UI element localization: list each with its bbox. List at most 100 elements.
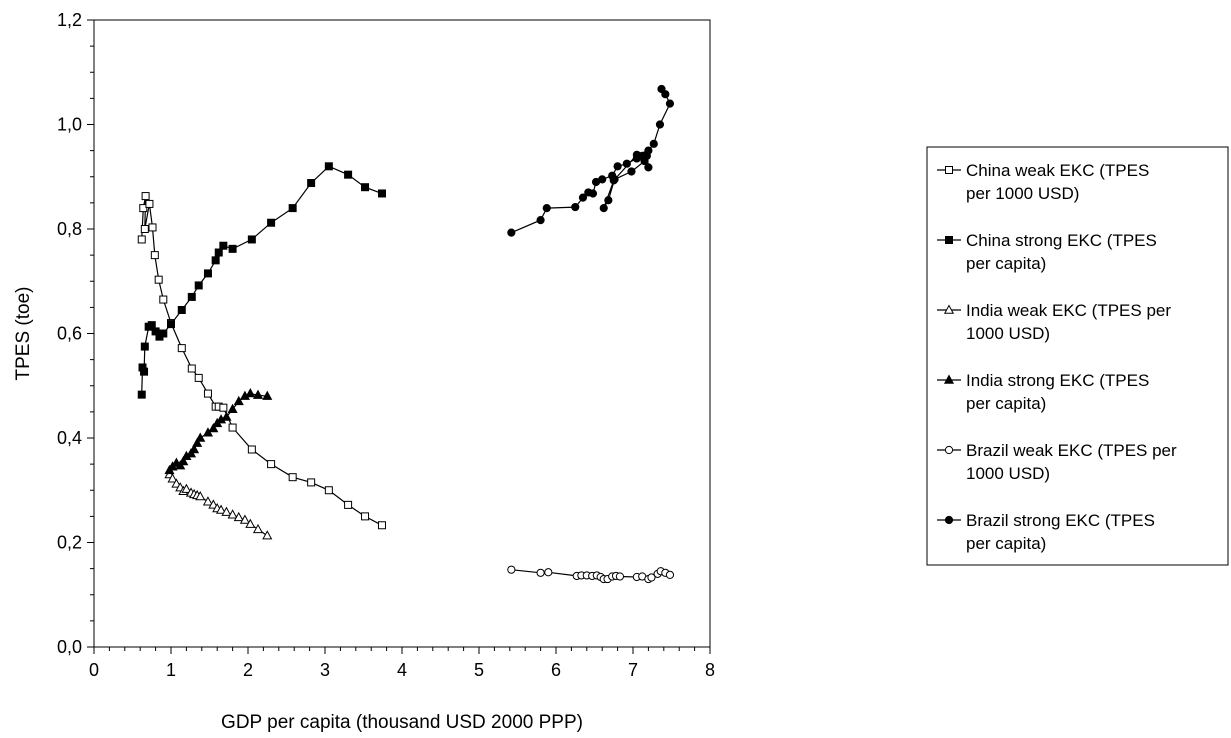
data-point	[622, 159, 631, 168]
data-point	[177, 344, 186, 353]
data-point	[571, 202, 580, 212]
data-point	[578, 193, 588, 202]
data-point	[536, 568, 545, 577]
data-point	[219, 241, 228, 250]
x-tick-label: 4	[397, 660, 407, 680]
data-point	[609, 176, 618, 185]
series-1	[137, 162, 386, 399]
series-line	[141, 165, 383, 395]
data-point	[324, 162, 333, 171]
data-point	[377, 189, 386, 198]
data-point	[604, 196, 613, 205]
legend-label: Brazil strong EKC (TPES	[966, 511, 1155, 530]
data-point	[644, 146, 653, 155]
data-point	[233, 511, 244, 522]
legend-marker	[944, 515, 954, 525]
data-point	[178, 455, 189, 466]
data-point	[145, 199, 154, 208]
y-tick-label: 1,2	[57, 10, 82, 30]
x-tick-label: 2	[243, 660, 253, 680]
data-point	[195, 490, 206, 501]
data-point	[216, 504, 227, 514]
data-point	[137, 390, 146, 399]
data-point	[267, 460, 276, 469]
data-point	[649, 139, 658, 148]
y-tick-label: 0,2	[57, 533, 82, 553]
y-tick-label: 0,8	[57, 219, 82, 239]
y-axis-title: TPES (toe)	[13, 287, 34, 381]
data-point	[615, 572, 625, 581]
plot-area-frame	[93, 19, 711, 648]
data-point	[252, 523, 264, 534]
data-point	[189, 443, 200, 454]
data-point	[221, 411, 232, 421]
x-tick-label: 3	[320, 660, 330, 680]
data-point	[203, 389, 212, 398]
data-point	[159, 329, 168, 338]
x-tick-label: 8	[705, 660, 715, 680]
legend-label: per capita)	[966, 534, 1046, 553]
data-point	[267, 218, 276, 227]
legend-marker	[945, 236, 953, 244]
plot-series	[137, 84, 675, 584]
series-2	[164, 469, 273, 540]
x-tick-label: 7	[628, 660, 638, 680]
series-3	[164, 388, 273, 475]
legend-label: India weak EKC (TPES per	[966, 301, 1171, 320]
data-point	[644, 163, 653, 172]
data-point	[307, 478, 316, 487]
data-point	[657, 84, 666, 94]
data-point	[613, 162, 622, 171]
data-point	[245, 388, 256, 398]
data-point	[507, 228, 516, 237]
data-point	[344, 500, 353, 509]
data-point	[252, 389, 264, 399]
data-point	[507, 565, 516, 574]
data-point	[361, 183, 370, 192]
data-point	[262, 390, 273, 400]
data-point	[598, 175, 607, 184]
data-point	[227, 403, 238, 413]
data-point	[139, 204, 148, 213]
data-point	[233, 395, 244, 406]
data-point	[202, 496, 214, 506]
data-point	[154, 275, 163, 284]
data-point	[228, 244, 237, 253]
data-point	[599, 204, 608, 213]
axes: 0 1 2 3 4 5 6 7 8 0,0 0,2 0,4 0,6 0,8 1,0 1,2 GDP per ca…	[13, 10, 715, 733]
data-point	[227, 509, 238, 519]
data-point	[140, 367, 149, 376]
data-point	[219, 403, 228, 412]
x-tick-label: 6	[551, 660, 561, 680]
legend-marker	[943, 374, 955, 384]
data-point	[288, 204, 297, 213]
data-point	[640, 156, 649, 166]
legend-box	[926, 146, 1229, 566]
data-point	[588, 189, 598, 198]
data-point	[194, 281, 203, 290]
x-tick-label: 1	[166, 660, 176, 680]
data-point	[247, 235, 256, 244]
data-point	[239, 514, 250, 524]
data-point	[211, 256, 220, 265]
x-tick-label: 0	[89, 660, 99, 680]
legend: China weak EKC (TPES per 1000 USD) China s…	[926, 146, 1229, 566]
data-point	[181, 483, 192, 493]
legend-label: per capita)	[966, 254, 1046, 273]
data-point	[203, 269, 212, 278]
x-tick-label: 5	[474, 660, 484, 680]
y-tick-label: 1,0	[57, 115, 82, 135]
series-line	[141, 195, 383, 526]
x-axis-title: GDP per capita (thousand USD 2000 PPP)	[221, 712, 583, 733]
legend-marker	[943, 304, 955, 314]
data-point	[214, 248, 223, 257]
legend-label: 1000 USD)	[966, 324, 1050, 343]
data-point	[361, 512, 370, 521]
data-point	[377, 521, 386, 530]
data-point	[208, 499, 219, 509]
legend-label: 1000 USD)	[966, 464, 1050, 483]
data-point	[140, 342, 149, 351]
data-point	[655, 120, 665, 129]
data-point	[665, 570, 675, 579]
data-point	[167, 473, 178, 483]
